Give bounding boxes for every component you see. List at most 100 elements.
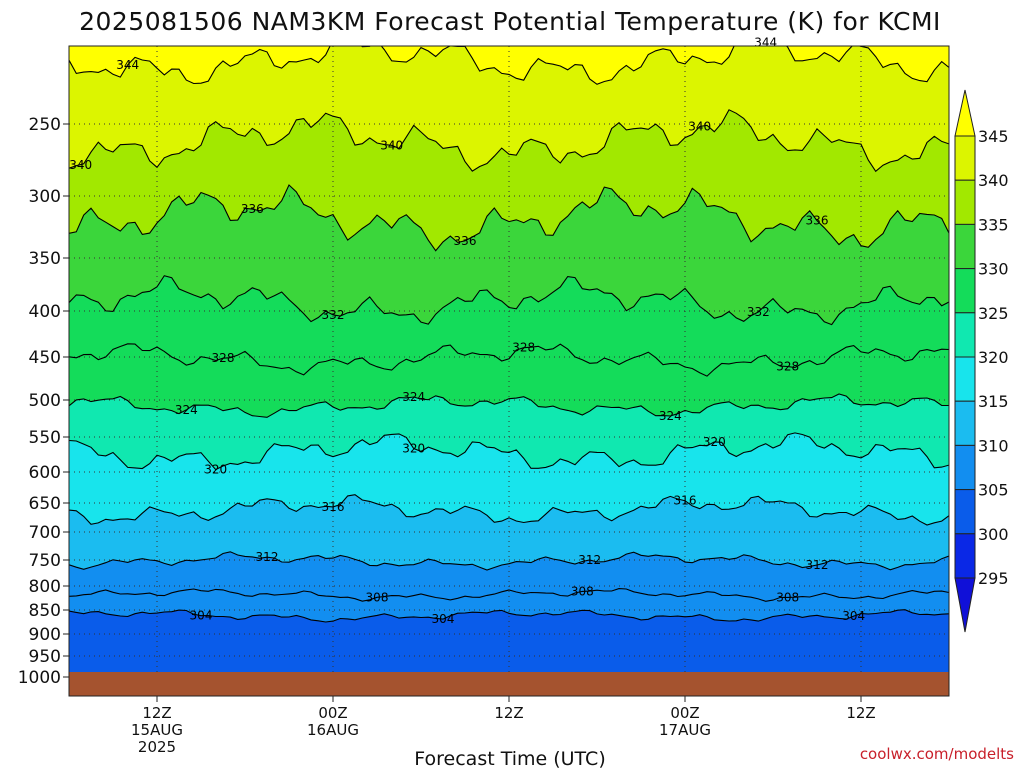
x-tick-label: 15AUG xyxy=(131,721,183,739)
colorbar-band xyxy=(954,268,976,314)
colorbar-band xyxy=(954,312,976,358)
plot-area xyxy=(69,46,949,672)
colorbar-tick-label: 315 xyxy=(978,392,1009,411)
x-tick-label: 12Z xyxy=(846,704,875,722)
colorbar-band xyxy=(954,533,976,579)
contour-label-328: 328 xyxy=(512,341,535,355)
colorbar-arrow-bottom xyxy=(954,577,976,633)
contour-340 xyxy=(69,109,949,173)
contour-label-308: 308 xyxy=(776,590,799,604)
x-tick-label: 17AUG xyxy=(659,721,711,739)
contour-label-304: 304 xyxy=(842,609,865,623)
contour-304 xyxy=(69,609,949,623)
contour-324 xyxy=(69,393,949,418)
y-tick-label: 1000 xyxy=(18,668,61,688)
contour-label-324: 324 xyxy=(659,409,682,423)
y-tick-label: 800 xyxy=(29,577,61,597)
contour-332 xyxy=(69,275,949,326)
colorbar-tick-label: 300 xyxy=(978,525,1009,544)
y-tick-label: 900 xyxy=(29,625,61,645)
x-tick-label: 00Z xyxy=(318,704,347,722)
contour-328 xyxy=(69,343,949,377)
contour-label-336: 336 xyxy=(806,214,829,228)
contour-label-324: 324 xyxy=(175,403,198,417)
y-tick-label: 450 xyxy=(29,348,61,368)
contour-label-304: 304 xyxy=(432,612,455,626)
y-tick-label: 300 xyxy=(29,187,61,207)
contour-label-316: 316 xyxy=(674,494,697,508)
ground-surface xyxy=(69,672,949,696)
y-axis: 250 300 350 400 450 500 550 600 650 700 750 800 850 9… xyxy=(18,115,69,688)
x-tick-label: 2025 xyxy=(138,738,176,756)
y-tick-label: 600 xyxy=(29,463,61,483)
contour-label-332: 332 xyxy=(322,308,345,322)
contour-label-316: 316 xyxy=(322,500,345,514)
colorbar-tick-label: 330 xyxy=(978,260,1009,279)
contour-label-320: 320 xyxy=(204,463,227,477)
colorbar-tick-label: 345 xyxy=(978,127,1009,146)
contour-label-312: 312 xyxy=(256,550,279,564)
colorbar-band xyxy=(954,135,976,181)
contour-label-320: 320 xyxy=(703,435,726,449)
colorbar-tick-label: 310 xyxy=(978,436,1009,455)
colorbar-band xyxy=(954,179,976,225)
y-tick-label: 550 xyxy=(29,428,61,448)
contour-336 xyxy=(69,184,949,252)
colorbar-legend: 345 340 335 330 325 320 315 310 305 300 295 xyxy=(954,89,1009,633)
colorbar-band xyxy=(954,400,976,446)
y-tick-label: 500 xyxy=(29,391,61,411)
contour-label-312: 312 xyxy=(806,558,829,572)
contour-308 xyxy=(69,588,949,602)
x-tick-label: 00Z xyxy=(670,704,699,722)
contour-label-304: 304 xyxy=(190,609,213,623)
colorbar-band xyxy=(954,356,976,402)
contour-label-324: 324 xyxy=(402,390,425,404)
contour-label-344: 344 xyxy=(116,58,139,72)
contour-label-332: 332 xyxy=(747,305,770,319)
contour-label-340: 340 xyxy=(688,119,711,133)
contour-label-336: 336 xyxy=(454,234,477,248)
credit-text: coolwx.com/modelts xyxy=(860,745,1014,763)
contour-344 xyxy=(69,46,949,85)
contour-320 xyxy=(69,432,949,471)
colorbar-tick-label: 335 xyxy=(978,215,1009,234)
chart-title: 2025081506 NAM3KM Forecast Potential Tem… xyxy=(79,7,941,36)
contour-lines xyxy=(69,46,949,623)
y-tick-label: 400 xyxy=(29,302,61,322)
contour-label-336: 336 xyxy=(241,202,264,216)
contour-label-308: 308 xyxy=(366,590,389,604)
x-tick-label: 12Z xyxy=(142,704,171,722)
contour-label-312: 312 xyxy=(578,553,601,567)
colorbar-tick-label: 320 xyxy=(978,348,1009,367)
contour-label-328: 328 xyxy=(776,360,799,374)
contour-labels: 344 344 340 340 340 336 336 336 332 332 328 328 328 3… xyxy=(69,35,865,626)
contour-label-340: 340 xyxy=(380,138,403,152)
contour-312 xyxy=(69,551,949,571)
contour-316 xyxy=(69,494,949,526)
y-tick-label: 750 xyxy=(29,551,61,571)
grid-lines xyxy=(69,46,949,672)
colorbar-band xyxy=(954,444,976,491)
colorbar-band xyxy=(954,489,976,535)
y-tick-label: 250 xyxy=(29,115,61,135)
colorbar-band xyxy=(954,223,976,270)
colorbar-tick-label: 325 xyxy=(978,304,1009,323)
colorbar-tick-label: 340 xyxy=(978,171,1009,190)
y-tick-label: 700 xyxy=(29,523,61,543)
colorbar-arrow-top xyxy=(954,89,976,137)
contour-label-308: 308 xyxy=(571,584,594,598)
y-tick-label: 350 xyxy=(29,249,61,269)
colorbar-tick-label: 295 xyxy=(978,569,1009,588)
contour-label-344: 344 xyxy=(754,35,777,49)
y-tick-label: 650 xyxy=(29,494,61,514)
colorbar-tick-label: 305 xyxy=(978,481,1009,500)
fill-band-344-348 xyxy=(69,46,949,85)
y-tick-label: 850 xyxy=(29,601,61,621)
contour-label-320: 320 xyxy=(402,442,425,456)
x-axis-label: Forecast Time (UTC) xyxy=(414,748,605,768)
contour-label-340: 340 xyxy=(69,158,92,172)
x-tick-label: 16AUG xyxy=(307,721,359,739)
x-tick-label: 12Z xyxy=(494,704,523,722)
